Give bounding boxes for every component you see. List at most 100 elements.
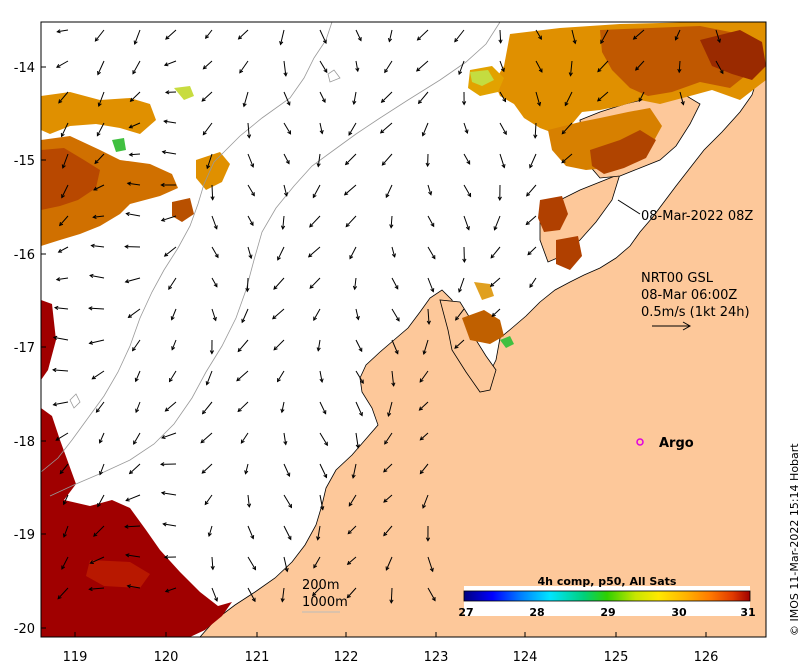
current-arrow (491, 308, 501, 317)
current-arrow-head (286, 472, 291, 478)
current-arrow (458, 60, 465, 75)
current-arrow-head (491, 312, 496, 317)
current-arrow-head (170, 316, 175, 321)
current-arrow (98, 91, 105, 107)
current-arrow-head (287, 535, 292, 541)
current-arrow (561, 122, 573, 135)
current-arrow-head (309, 284, 314, 289)
current-arrow (422, 122, 429, 136)
current-arrow-head (57, 248, 63, 253)
current-arrow-head (128, 124, 133, 129)
current-arrow-head (126, 181, 132, 186)
current-arrow (205, 29, 213, 39)
current-arrow (135, 401, 141, 413)
current-arrow (381, 91, 393, 103)
current-arrow-head (284, 567, 289, 573)
satellite-pass-leader (617, 199, 641, 215)
x-tick-label: 125 (604, 650, 629, 665)
current-arrow (455, 308, 465, 321)
current-arrow-head (52, 335, 58, 340)
current-arrow-head (415, 67, 421, 72)
current-arrow-head (248, 254, 253, 260)
current-arrow-head (55, 436, 60, 441)
current-arrow-head (171, 346, 176, 351)
current-arrow (308, 246, 321, 258)
current-arrow (349, 246, 357, 259)
current-arrow (564, 91, 573, 106)
current-arrow (206, 153, 213, 169)
current-arrow (345, 153, 357, 165)
current-arrow (132, 339, 141, 351)
current-arrow-head (358, 347, 363, 353)
current-vectors (52, 29, 724, 604)
current-arrow (239, 60, 249, 74)
current-arrow (391, 308, 400, 322)
current-arrow (283, 525, 292, 540)
current-arrow-head (95, 408, 100, 413)
current-arrow (319, 60, 328, 73)
current-arrow (126, 213, 141, 217)
current-arrow-head (425, 537, 431, 542)
current-arrow (129, 122, 141, 129)
current-arrow (283, 556, 288, 572)
current-arrow-head (239, 69, 244, 74)
current-arrow-head (163, 62, 169, 67)
current-arrow-head (529, 164, 534, 169)
current-arrow (499, 153, 505, 168)
current-arrow (200, 432, 213, 444)
current-arrow-head (490, 254, 495, 259)
current-arrow-head (88, 586, 93, 592)
current-arrow-head (283, 72, 288, 77)
current-arrow (125, 277, 141, 283)
current-arrow (247, 246, 252, 259)
current-arrow (427, 308, 430, 324)
colorbar-tick: 27 (458, 606, 473, 619)
current-arrow-head (355, 444, 360, 449)
current-arrow-head (164, 588, 170, 593)
x-tick-label: 124 (513, 650, 538, 665)
current-arrow-head (242, 102, 247, 108)
current-arrow-head (632, 35, 638, 40)
current-arrow (99, 463, 105, 475)
current-arrow (247, 122, 250, 138)
current-arrow-head (209, 350, 215, 355)
current-arrow (353, 91, 357, 105)
current-arrow (238, 29, 249, 40)
current-arrow-head (313, 316, 317, 321)
current-arrow-head (212, 316, 217, 322)
current-arrow (53, 336, 69, 341)
current-arrow-head (461, 101, 467, 106)
current-arrow-head (124, 524, 129, 529)
current-arrow-head (89, 273, 94, 279)
current-arrow-head (394, 350, 399, 355)
colorbar-tick: 31 (740, 606, 755, 619)
current-arrow-head (249, 221, 254, 227)
current-arrow (600, 29, 609, 44)
sst-patches-southwest (41, 300, 232, 637)
current-arrow (57, 587, 69, 600)
current-arrow (161, 432, 177, 439)
current-arrow (162, 151, 177, 155)
current-arrow (420, 432, 429, 441)
current-arrow-head (489, 282, 495, 287)
current-arrow-head (597, 68, 602, 73)
current-arrow-head (426, 320, 431, 326)
current-arrow (89, 307, 105, 310)
current-arrow-head (246, 134, 252, 139)
current-arrow (161, 492, 177, 496)
current-arrow (381, 153, 393, 166)
current-arrow (63, 525, 69, 538)
current-arrow (317, 525, 321, 540)
current-arrow-head (677, 68, 682, 74)
current-arrow-head (128, 470, 134, 475)
current-arrow-head (383, 498, 388, 503)
current-arrow (529, 153, 537, 168)
current-arrow-head (126, 584, 132, 589)
currents-source-label: NRT00 GSL (641, 271, 714, 286)
current-arrow (309, 215, 321, 228)
current-arrow (388, 29, 393, 42)
current-arrow (211, 556, 214, 570)
current-arrow (237, 339, 249, 352)
current-arrow (494, 215, 501, 230)
current-arrow (715, 29, 721, 43)
